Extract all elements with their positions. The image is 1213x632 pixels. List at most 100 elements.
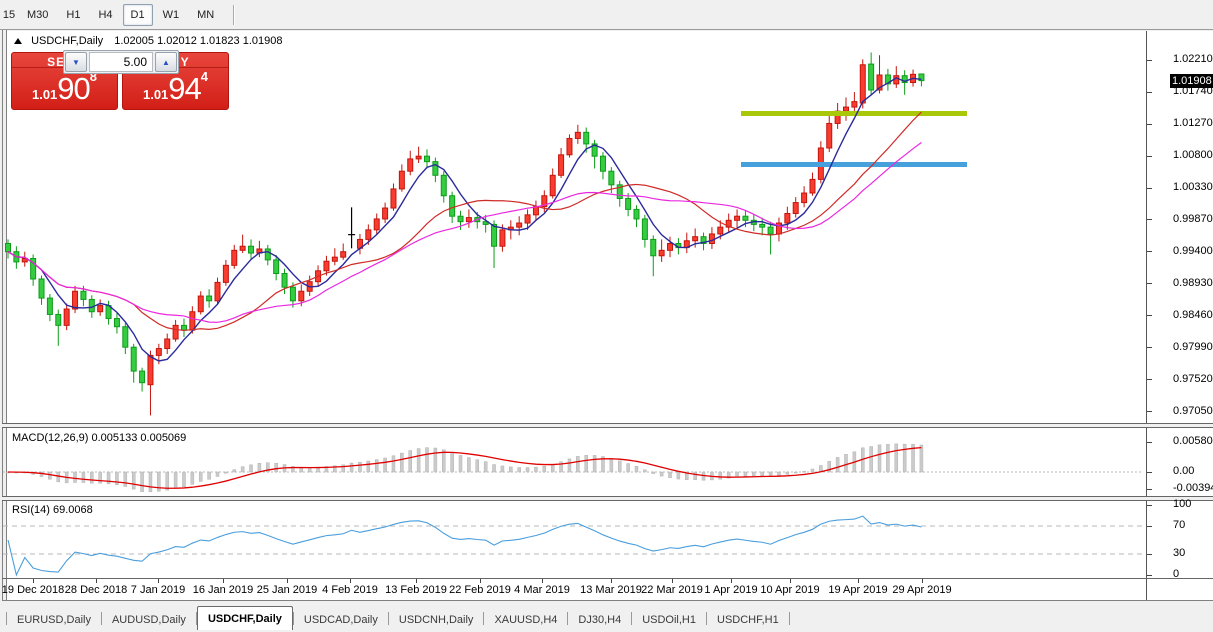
date-label: 28 Dec 2018 (64, 584, 128, 596)
price-axis-label: 0.97990 (1173, 340, 1213, 353)
window-bottom-border (2, 600, 1213, 601)
tab-xauusd-h4[interactable]: XAUUSD,H4 (494, 614, 558, 626)
chart-symbol-label: USDCHF,Daily (31, 35, 104, 47)
axis-separator-line (1146, 31, 1147, 600)
ask-price-pip: 4 (200, 69, 209, 84)
chart-tab-bar-zone: EURUSD,Daily AUDUSD,Daily USDCHF,Daily USDC… (0, 601, 1213, 632)
axis-tick (1147, 283, 1152, 285)
tab-separator (483, 611, 485, 625)
tab-audusd-daily[interactable]: AUDUSD,Daily (111, 614, 186, 626)
date-tick (287, 579, 288, 583)
pane-splitter-rsi[interactable] (2, 497, 1213, 500)
date-label: 19 Dec 2018 (1, 584, 65, 596)
macd-axis-label: -0.003945 (1173, 482, 1213, 494)
date-axis: 19 Dec 2018 28 Dec 2018 7 Jan 2019 16 Jan 2… (2, 579, 1146, 600)
current-price-tag: 1.01908 (1170, 73, 1213, 88)
date-tick (480, 579, 481, 583)
axis-tick (1147, 315, 1152, 317)
volume-control: ▼ ▲ (63, 50, 179, 74)
rsi-indicator-pane[interactable] (3, 500, 1144, 578)
axis-tick (1147, 347, 1152, 349)
date-label: 13 Mar 2019 (580, 584, 642, 596)
volume-input[interactable] (89, 52, 153, 72)
date-tick (96, 579, 97, 583)
date-tick (158, 579, 159, 583)
date-label: 22 Feb 2019 (449, 584, 511, 596)
axis-tick (1147, 155, 1152, 157)
timeframe-button-MN[interactable]: MN (197, 8, 215, 21)
axis-tick (1147, 411, 1152, 413)
chart-title: USDCHF,Daily 1.02005 1.02012 1.01823 1.0… (14, 35, 282, 47)
tab-usdoil-h1[interactable]: USDOil,H1 (642, 614, 696, 626)
timeframe-button-H1[interactable]: H1 (66, 8, 81, 21)
horizontal-level-lines (741, 111, 967, 168)
axis-tick (1147, 553, 1152, 555)
rsi-axis-label: 70 (1173, 519, 1186, 531)
tab-dj30-h4[interactable]: DJ30,H4 (578, 614, 622, 626)
price-axis-label: 1.00800 (1173, 149, 1213, 162)
tab-usdchf-daily[interactable]: USDCHF,Daily (196, 606, 293, 630)
timeframe-toolbar: 15 M30 H1 H4 D1 W1 MN (0, 0, 1213, 30)
price-axis-label: 0.98460 (1173, 308, 1213, 321)
date-tick (223, 579, 224, 583)
date-tick (416, 579, 417, 583)
tab-usdchf-h1[interactable]: USDCHF,H1 (717, 614, 779, 626)
timeframe-button-D1[interactable]: D1 (122, 3, 153, 26)
axis-tick (1147, 574, 1152, 576)
tab-separator (387, 611, 389, 625)
date-label: 10 Apr 2019 (760, 584, 820, 596)
chart-collapse-arrow-icon (14, 38, 22, 44)
chart-background (7, 31, 1146, 600)
date-tick (611, 579, 612, 583)
date-label: 7 Jan 2019 (130, 584, 186, 596)
rsi-label: RSI(14) 69.0068 (12, 504, 93, 516)
tab-usdcad-daily[interactable]: USDCAD,Daily (303, 614, 378, 626)
axis-tick (1147, 379, 1152, 381)
timeframe-button-H4[interactable]: H4 (98, 8, 113, 21)
macd-indicator-pane[interactable] (3, 428, 1144, 497)
tab-separator (292, 611, 294, 625)
date-label: 29 Apr 2019 (892, 584, 952, 596)
date-label: 22 Mar 2019 (641, 584, 703, 596)
rsi-axis-label: 100 (1173, 498, 1192, 510)
axis-tick (1147, 251, 1152, 253)
price-axis-label: 0.98930 (1173, 276, 1213, 289)
price-axis-label: 1.02210 (1173, 53, 1213, 65)
tab-separator (100, 611, 102, 625)
rsi-axis-label: 0 (1173, 568, 1180, 580)
volume-increase-button[interactable]: ▲ (155, 52, 177, 72)
price-chart-pane[interactable] (3, 31, 1144, 423)
tab-separator (567, 611, 569, 625)
axis-tick (1147, 91, 1152, 93)
tab-eurusd-daily[interactable]: EURUSD,Daily (17, 614, 91, 626)
timeframe-button-M30[interactable]: M30 (27, 8, 49, 21)
date-tick (858, 579, 859, 583)
date-label: 1 Apr 2019 (704, 584, 758, 596)
date-tick (33, 579, 34, 583)
date-label: 13 Feb 2019 (385, 584, 447, 596)
moving-average-fast (7, 77, 922, 362)
price-axis-label: 1.01740 (1173, 85, 1213, 98)
timeframe-button-15[interactable]: 15 (2, 8, 16, 21)
date-tick (922, 579, 923, 583)
price-axis-column (1147, 31, 1213, 600)
one-click-trading-widget: SELL 1.01908 BUY 1.01944 ▼ ▲ (11, 50, 229, 110)
tab-separator (631, 611, 633, 625)
tab-usdcnh-daily[interactable]: USDCNH,Daily (398, 614, 474, 626)
bid-price-pip: 8 (89, 69, 98, 84)
date-tick (672, 579, 673, 583)
pane-splitter-macd[interactable] (2, 424, 1213, 427)
volume-decrease-button[interactable]: ▼ (65, 52, 87, 72)
rsi-line (7, 515, 922, 577)
macd-pane-bottom-border (2, 496, 1213, 497)
macd-histogram (6, 443, 924, 493)
timeframe-button-W1[interactable]: W1 (162, 8, 180, 21)
macd-pane-top-border (2, 427, 1213, 428)
date-label: 4 Mar 2019 (514, 584, 570, 596)
price-axis-label: 0.99870 (1173, 212, 1213, 225)
date-tick (542, 579, 543, 583)
date-tick (350, 579, 351, 583)
date-label: 25 Jan 2019 (256, 584, 318, 596)
macd-label: MACD(12,26,9) 0.005133 0.005069 (12, 432, 187, 444)
chart-ohlc-values: 1.02005 1.02012 1.01823 1.01908 (114, 35, 283, 47)
